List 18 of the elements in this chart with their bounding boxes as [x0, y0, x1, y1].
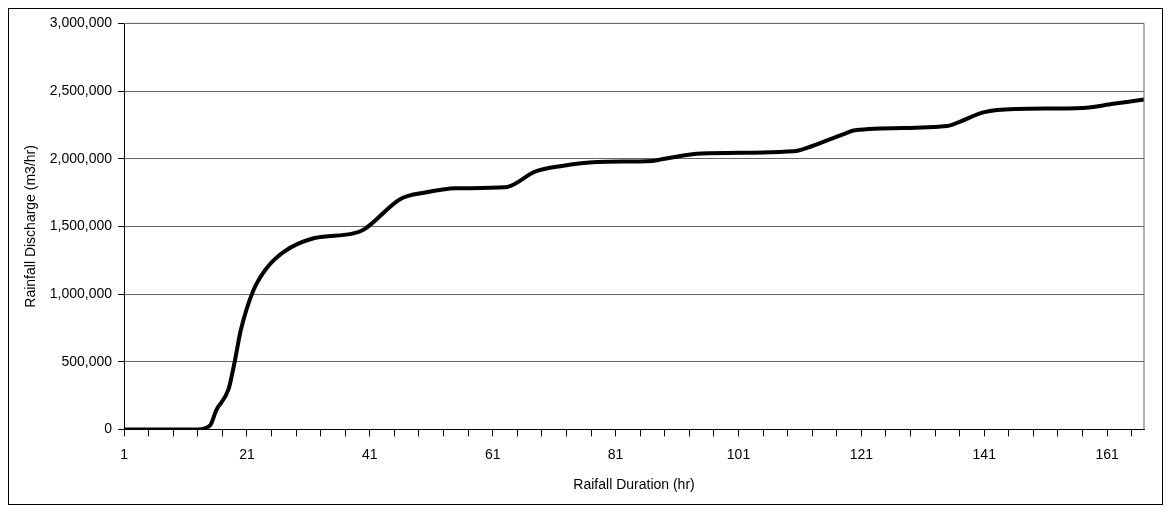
x-tick-label: 141 — [972, 445, 997, 462]
y-tick-label: 1,000,000 — [49, 284, 113, 301]
x-tick-label: 1 — [120, 445, 129, 462]
x-tick-label: 121 — [849, 445, 874, 462]
x-tick-label: 61 — [484, 445, 501, 462]
y-tick-label: 500,000 — [61, 352, 113, 369]
x-tick-label: 21 — [239, 445, 255, 462]
y-tick-label: 3,000,000 — [49, 14, 113, 31]
x-tick-label: 101 — [726, 445, 751, 462]
x-axis-title: Raifall Duration (hr) — [573, 476, 695, 493]
x-tick-label: 41 — [362, 445, 378, 462]
y-tick-label: 2,500,000 — [49, 81, 113, 98]
x-tick-label: 81 — [607, 445, 624, 462]
y-tick-label: 1,500,000 — [49, 217, 113, 234]
y-axis-title: Rainfall Discharge (m3/hr) — [22, 145, 39, 308]
x-tick-label: 161 — [1095, 445, 1120, 462]
y-tick-label: 2,000,000 — [49, 149, 113, 166]
y-tick-label: 0 — [104, 420, 113, 437]
